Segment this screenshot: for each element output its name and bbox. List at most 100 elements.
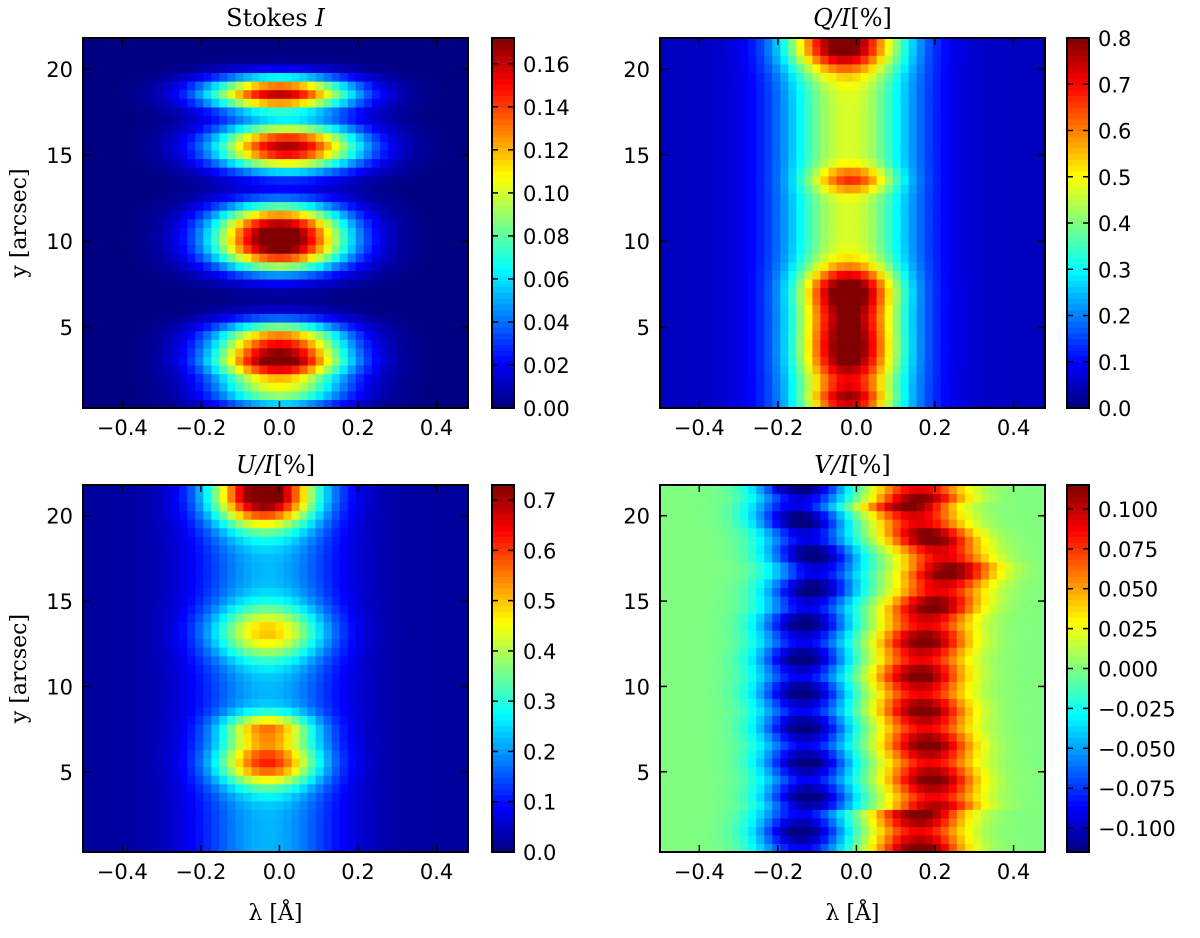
- heatmap-cell: [451, 210, 461, 220]
- heatmap-cell: [916, 244, 926, 254]
- heatmap-cell: [131, 758, 140, 768]
- heatmap-cell: [227, 235, 236, 246]
- heatmap-cell: [123, 81, 132, 91]
- heatmap-cell: [700, 63, 709, 74]
- heatmap-cell: [387, 313, 397, 323]
- heatmap-cell: [363, 339, 373, 349]
- heatmap-cell: [988, 115, 998, 125]
- heatmap-cell: [908, 184, 918, 194]
- heatmap-cell: [1012, 38, 1022, 48]
- heatmap-cell: [91, 98, 100, 108]
- heatmap-cell: [99, 347, 108, 357]
- heatmap-cell: [828, 72, 838, 82]
- heatmap-cell: [451, 382, 461, 392]
- heatmap-cell: [147, 149, 156, 160]
- heatmap-cell: [211, 115, 220, 125]
- heatmap-cell: [756, 98, 765, 108]
- heatmap-cell: [1020, 339, 1030, 349]
- heatmap-cell: [876, 278, 886, 289]
- heatmap-cell: [820, 149, 830, 160]
- heatmap-cell: [259, 167, 269, 177]
- heatmap-cell: [115, 218, 124, 228]
- heatmap-cell: [235, 167, 245, 177]
- heatmap-cell: [139, 192, 148, 203]
- heatmap-cell: [387, 184, 397, 194]
- heatmap-cell: [459, 287, 469, 297]
- heatmap-cell: [123, 775, 132, 785]
- heatmap-cell: [123, 132, 132, 142]
- heatmap-cell: [203, 296, 212, 306]
- heatmap-cell: [788, 158, 797, 168]
- heatmap-cell: [355, 115, 365, 125]
- heatmap-cell: [275, 783, 285, 793]
- heatmap-cell: [732, 38, 741, 48]
- heatmap-cell: [796, 63, 805, 74]
- heatmap-cell: [772, 347, 781, 357]
- heatmap-cell: [884, 278, 894, 289]
- heatmap-cell: [1012, 399, 1022, 409]
- heatmap-cell: [836, 347, 846, 357]
- heatmap-cell: [115, 321, 124, 332]
- heatmap-cell: [852, 175, 862, 185]
- heatmap-cell: [724, 106, 733, 117]
- heatmap-cell: [107, 313, 116, 323]
- heatmap-cell: [812, 63, 822, 74]
- heatmap-cell: [259, 124, 269, 134]
- heatmap-cell: [892, 192, 902, 203]
- heatmap-cell: [764, 124, 773, 134]
- heatmap-cell: [459, 296, 469, 306]
- heatmap-cell: [980, 313, 990, 323]
- heatmap-cell: [355, 826, 365, 836]
- heatmap-cell: [1028, 287, 1038, 297]
- heatmap-cell: [972, 347, 982, 357]
- heatmap-cell: [820, 115, 830, 125]
- heatmap-cell: [1028, 201, 1038, 211]
- heatmap-cell: [956, 158, 966, 168]
- heatmap-cell: [836, 390, 846, 400]
- heatmap-cell: [419, 201, 429, 211]
- heatmap-cell: [668, 124, 677, 134]
- heatmap-cell: [251, 330, 261, 340]
- heatmap-cell: [395, 149, 405, 160]
- heatmap-cell: [956, 270, 966, 280]
- heatmap-cell: [716, 38, 725, 48]
- heatmap-cell: [395, 141, 405, 151]
- heatmap-cell: [764, 356, 773, 366]
- heatmap-cell: [756, 304, 765, 314]
- heatmap-cell: [91, 809, 100, 819]
- heatmap-cell: [427, 270, 437, 280]
- heatmap-cell: [435, 800, 445, 810]
- heatmap-cell: [403, 201, 413, 211]
- heatmap-cell: [259, 843, 269, 853]
- heatmap-cell: [1004, 304, 1014, 314]
- heatmap-cell: [804, 210, 813, 220]
- colorbar-tick-label: 0.3: [1098, 258, 1131, 282]
- heatmap-cell: [732, 149, 741, 160]
- heatmap-cell: [700, 184, 709, 194]
- heatmap-cell: [139, 775, 148, 785]
- heatmap-cell: [788, 175, 797, 185]
- heatmap-cell: [235, 89, 245, 99]
- heatmap-cell: [668, 46, 677, 56]
- heatmap-cell: [171, 201, 180, 211]
- heatmap-cell: [972, 89, 982, 99]
- heatmap-cell: [195, 356, 204, 366]
- heatmap-cell: [227, 775, 236, 785]
- heatmap-cell: [251, 81, 261, 91]
- heatmap-cell: [764, 218, 773, 228]
- heatmap-cell: [251, 55, 261, 65]
- heatmap-cell: [820, 261, 830, 271]
- heatmap-cell: [772, 55, 781, 65]
- heatmap-cell: [219, 244, 228, 254]
- heatmap-cell: [291, 98, 301, 108]
- heatmap-cell: [1036, 98, 1046, 108]
- heatmap-cell: [187, 741, 196, 751]
- heatmap-cell: [876, 158, 886, 168]
- heatmap-cell: [980, 81, 990, 91]
- heatmap-cell: [916, 373, 926, 383]
- heatmap-cell: [107, 800, 116, 810]
- heatmap-cell: [804, 98, 813, 108]
- heatmap-cell: [203, 46, 212, 56]
- heatmap-cell: [844, 235, 854, 246]
- heatmap-cell: [852, 304, 862, 314]
